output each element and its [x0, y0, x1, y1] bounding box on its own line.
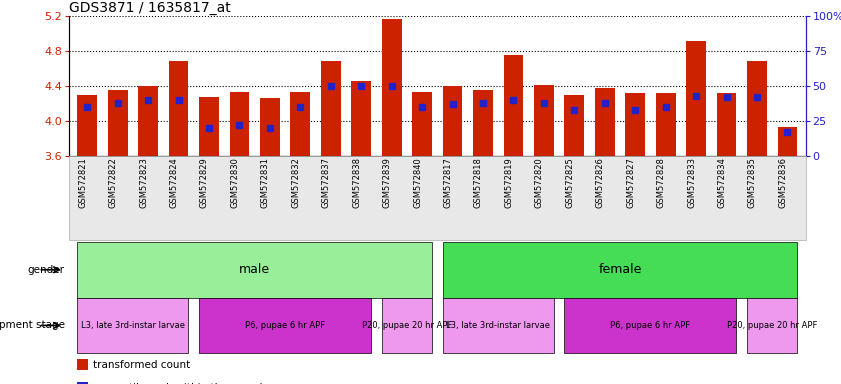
- Bar: [564, 94, 584, 156]
- Text: P6, pupae 6 hr APF: P6, pupae 6 hr APF: [611, 321, 690, 330]
- Text: GSM572826: GSM572826: [595, 157, 605, 208]
- Text: L3, late 3rd-instar larvae: L3, late 3rd-instar larvae: [447, 321, 550, 330]
- Text: GSM572827: GSM572827: [627, 157, 635, 208]
- Bar: [595, 88, 615, 156]
- Text: GSM572833: GSM572833: [687, 157, 696, 209]
- Bar: [169, 61, 188, 156]
- Text: GDS3871 / 1635817_at: GDS3871 / 1635817_at: [69, 1, 230, 15]
- Text: development stage: development stage: [0, 320, 65, 331]
- Text: GSM572823: GSM572823: [139, 157, 148, 208]
- Text: transformed count: transformed count: [93, 360, 190, 370]
- Text: GSM572835: GSM572835: [748, 157, 757, 208]
- Bar: [382, 19, 401, 156]
- Bar: [260, 98, 280, 156]
- Text: L3, late 3rd-instar larvae: L3, late 3rd-instar larvae: [81, 321, 185, 330]
- Text: GSM572820: GSM572820: [535, 157, 544, 208]
- Bar: [442, 86, 463, 156]
- Bar: [199, 97, 219, 156]
- Text: GSM572824: GSM572824: [170, 157, 178, 208]
- Text: GSM572831: GSM572831: [261, 157, 270, 208]
- Text: GSM572825: GSM572825: [565, 157, 574, 208]
- Bar: [108, 90, 128, 156]
- Text: GSM572839: GSM572839: [383, 157, 392, 208]
- Text: gender: gender: [28, 265, 65, 275]
- Bar: [686, 41, 706, 156]
- Bar: [352, 81, 371, 156]
- Text: male: male: [239, 263, 270, 276]
- Text: P20, pupae 20 hr APF: P20, pupae 20 hr APF: [727, 321, 817, 330]
- Bar: [321, 61, 341, 156]
- Text: GSM572821: GSM572821: [78, 157, 87, 208]
- Bar: [138, 86, 158, 156]
- Bar: [290, 92, 310, 156]
- Bar: [77, 94, 97, 156]
- Bar: [747, 61, 767, 156]
- Text: GSM572828: GSM572828: [657, 157, 665, 208]
- Bar: [504, 55, 523, 156]
- Text: GSM572829: GSM572829: [200, 157, 209, 208]
- Bar: [412, 92, 432, 156]
- Text: GSM572836: GSM572836: [779, 157, 787, 209]
- Text: GSM572818: GSM572818: [474, 157, 483, 208]
- Bar: [534, 85, 553, 156]
- Text: P6, pupae 6 hr APF: P6, pupae 6 hr APF: [245, 321, 325, 330]
- Text: GSM572838: GSM572838: [352, 157, 362, 209]
- Text: GSM572822: GSM572822: [108, 157, 118, 208]
- Bar: [473, 90, 493, 156]
- Text: female: female: [598, 263, 642, 276]
- Bar: [626, 93, 645, 156]
- Bar: [656, 93, 675, 156]
- Text: GSM572819: GSM572819: [505, 157, 513, 208]
- Text: GSM572837: GSM572837: [322, 157, 331, 209]
- Bar: [717, 93, 737, 156]
- Text: GSM572834: GSM572834: [717, 157, 727, 208]
- Text: GSM572832: GSM572832: [291, 157, 300, 208]
- Text: GSM572840: GSM572840: [413, 157, 422, 208]
- Text: percentile rank within the sample: percentile rank within the sample: [93, 383, 268, 384]
- Bar: [778, 127, 797, 156]
- Text: GSM572817: GSM572817: [443, 157, 452, 208]
- Text: GSM572830: GSM572830: [230, 157, 240, 208]
- Bar: [230, 92, 249, 156]
- Text: P20, pupae 20 hr APF: P20, pupae 20 hr APF: [362, 321, 452, 330]
